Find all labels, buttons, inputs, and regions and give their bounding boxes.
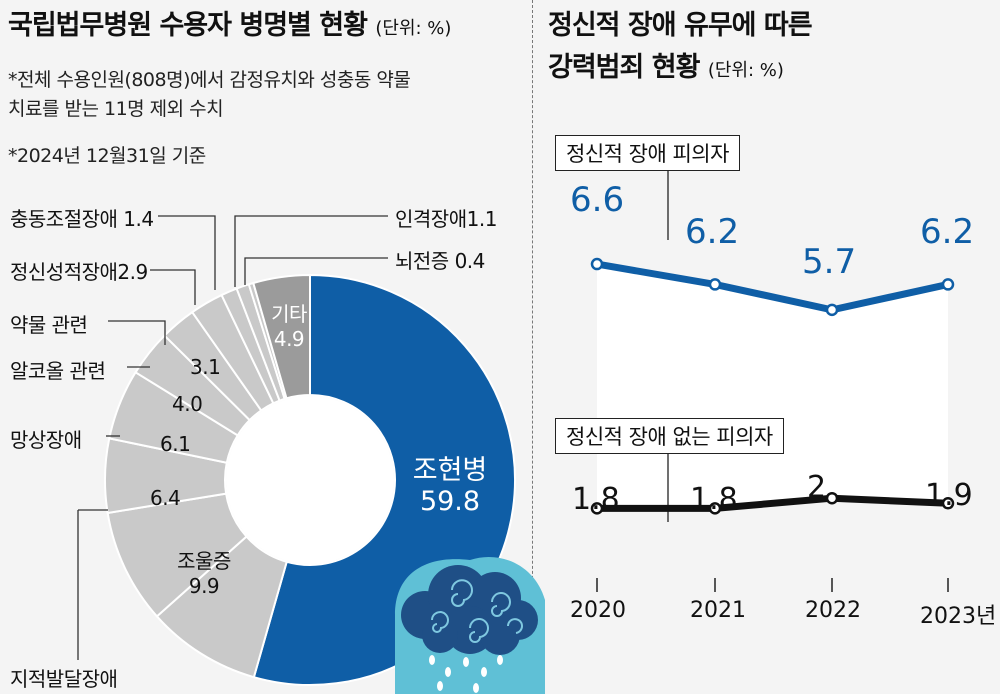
line-chart <box>590 165 955 592</box>
value-6-4: 6.4 <box>150 486 181 510</box>
value-s1-2023: 6.2 <box>920 212 975 252</box>
callout-line-1 <box>150 269 196 305</box>
left-title: 국립법무병원 수용자 병명별 현황 (단위: %) <box>8 3 451 42</box>
series-1-point-2 <box>825 491 839 505</box>
label-other: 기타 4.9 <box>271 302 307 351</box>
label-epilepsy: 뇌전증 0.4 <box>395 249 485 273</box>
label-personality: 인격장애1.1 <box>395 207 497 231</box>
right-title-text: 강력범죄 현황 <box>548 52 700 83</box>
left-title-text: 국립법무병원 수용자 병명별 현황 <box>8 10 368 41</box>
callout-line-2 <box>108 320 166 345</box>
right-title-line-2: 강력범죄 현황 (단위: %) <box>548 45 784 84</box>
x-tick-2021: 2021 <box>690 598 746 623</box>
right-title-line-1: 정신적 장애 유무에 따른 <box>548 10 813 41</box>
label-intellectual: 지적발달장애 <box>10 667 118 691</box>
cloud-illustration <box>395 556 545 694</box>
callout-line-8 <box>244 257 388 285</box>
value-s2-2023: 1.9 <box>925 478 973 513</box>
value-drug: 3.1 <box>190 355 221 379</box>
label-drug: 약물 관련 <box>10 313 88 337</box>
series-0-point-1 <box>708 278 722 291</box>
right-unit: (단위: %) <box>707 60 784 81</box>
value-delusional: 6.1 <box>160 432 191 456</box>
label-alcohol: 알코올 관련 <box>10 359 106 383</box>
label-impulse-control: 충동조절장애 1.4 <box>10 207 154 231</box>
value-s2-2021: 1.8 <box>690 482 738 517</box>
label-delusional: 망상장애 <box>10 428 82 452</box>
series-0-point-3 <box>941 278 955 291</box>
donut-slice-11 <box>252 273 311 400</box>
callout-line-0 <box>158 215 216 290</box>
label-schizophrenia: 조현병 59.8 <box>412 455 488 517</box>
legend-without-disability: 정신적 장애 없는 피의자 <box>555 418 784 454</box>
legend-with-disability: 정신적 장애 피의자 <box>555 135 740 171</box>
label-psychosexual: 정신성적장애2.9 <box>10 260 148 284</box>
value-s1-2022: 5.7 <box>802 242 857 282</box>
label-bipolar: 조울증 9.9 <box>177 549 231 598</box>
x-tick-2020: 2020 <box>570 598 626 623</box>
value-s1-2020: 6.6 <box>570 180 625 220</box>
note-line-1: *전체 수용인원(808명)에서 감정유치와 성충동 약물 <box>8 69 411 91</box>
series-0-point-0 <box>590 257 604 271</box>
panel-divider <box>532 0 533 694</box>
value-alcohol: 4.0 <box>172 392 203 416</box>
band-between-series <box>597 264 948 509</box>
series-line-1 <box>597 494 949 512</box>
x-tick-2023: 2023년 <box>920 604 997 629</box>
note-line-3: *2024년 12월31일 기준 <box>8 145 206 167</box>
value-s2-2020: 1.8 <box>572 482 620 517</box>
series-0-point-2 <box>825 303 839 317</box>
value-s2-2022: 2 <box>807 470 827 505</box>
series-1-point-3 <box>941 497 955 510</box>
series-line-0 <box>596 260 949 314</box>
value-s1-2021: 6.2 <box>685 212 740 252</box>
left-unit: (단위: %) <box>375 18 452 39</box>
note-line-2: 치료를 받는 11명 제외 수치 <box>8 98 224 120</box>
series-1-point-1 <box>708 502 722 515</box>
x-tick-2022: 2022 <box>805 598 861 623</box>
series-1-point-0 <box>590 502 604 515</box>
callout-line-7 <box>234 215 388 287</box>
donut-callouts <box>77 215 388 660</box>
